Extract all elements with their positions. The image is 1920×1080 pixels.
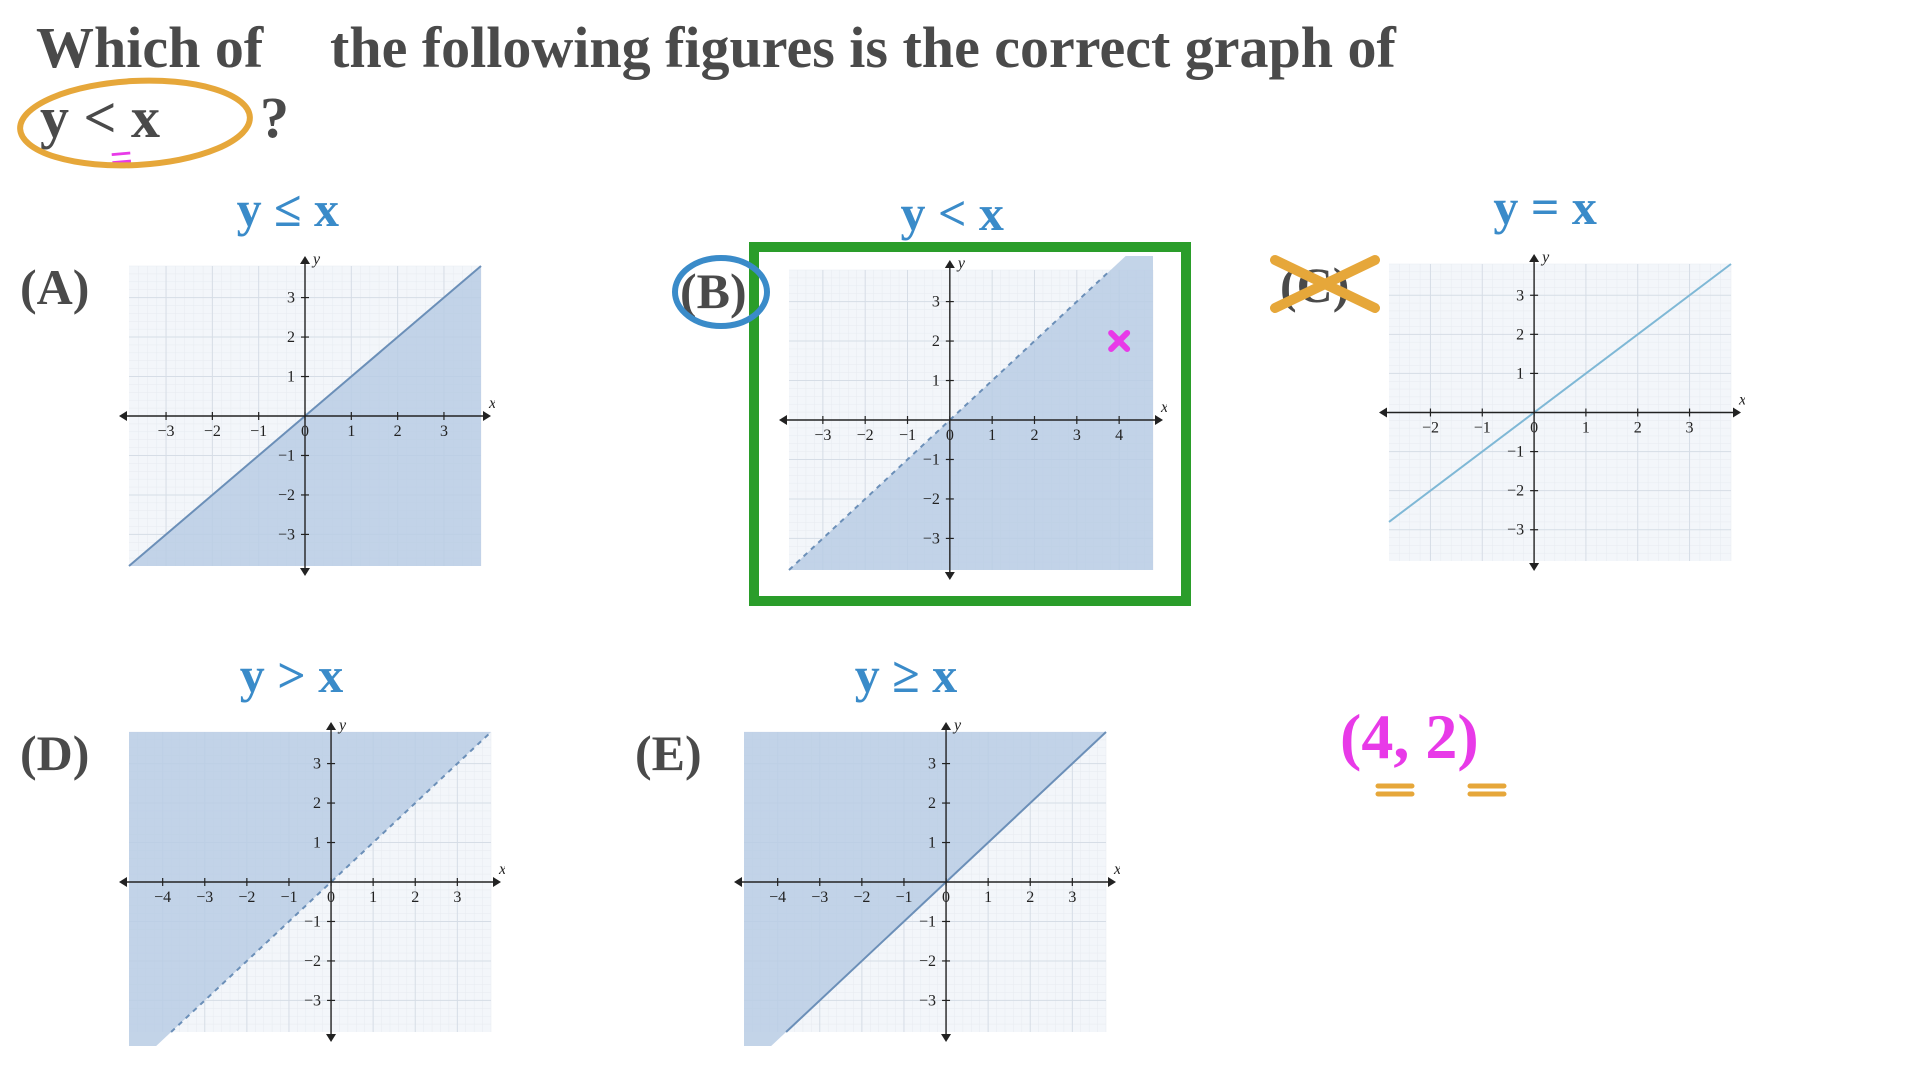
- svg-text:y: y: [952, 718, 962, 734]
- svg-text:−1: −1: [280, 889, 297, 906]
- svg-text:−3: −3: [278, 526, 295, 543]
- svg-text:−3: −3: [196, 889, 213, 906]
- svg-text:2: 2: [394, 423, 402, 440]
- svg-text:−4: −4: [769, 889, 786, 906]
- answer-box: [749, 242, 1191, 606]
- svg-text:1: 1: [928, 835, 936, 852]
- svg-text:2: 2: [411, 889, 419, 906]
- svg-text:−1: −1: [250, 423, 267, 440]
- annotation-B: y < x: [900, 184, 1004, 242]
- svg-text:−1: −1: [278, 447, 295, 464]
- svg-text:−2: −2: [853, 889, 870, 906]
- svg-text:1: 1: [313, 835, 321, 852]
- svg-text:0: 0: [942, 889, 950, 906]
- svg-text:−1: −1: [895, 889, 912, 906]
- svg-text:−3: −3: [304, 992, 321, 1009]
- svg-text:3: 3: [440, 423, 448, 440]
- svg-text:−1: −1: [1474, 420, 1491, 437]
- svg-text:2: 2: [1634, 420, 1642, 437]
- question-line1b: the following figures is the correct gra…: [330, 14, 1396, 81]
- svg-text:x: x: [1738, 392, 1745, 409]
- svg-text:0: 0: [327, 889, 335, 906]
- svg-text:−2: −2: [304, 953, 321, 970]
- annotation-E: y ≥ x: [855, 646, 957, 704]
- svg-text:3: 3: [928, 756, 936, 773]
- svg-text:1: 1: [1582, 420, 1590, 437]
- svg-text:3: 3: [453, 889, 461, 906]
- svg-text:−1: −1: [1507, 444, 1524, 461]
- svg-text:1: 1: [347, 423, 355, 440]
- svg-text:−2: −2: [1507, 483, 1524, 500]
- svg-text:y: y: [1540, 250, 1550, 266]
- graph-A: −3 −2 −1 0 1 2 3 −3 −2 −1 1 2 3 x y: [115, 252, 495, 580]
- svg-text:2: 2: [287, 329, 295, 346]
- svg-text:y: y: [311, 252, 321, 268]
- svg-text:1: 1: [369, 889, 377, 906]
- svg-text:1: 1: [287, 369, 295, 386]
- svg-text:−2: −2: [238, 889, 255, 906]
- svg-text:0: 0: [1530, 420, 1538, 437]
- svg-text:−1: −1: [304, 913, 321, 930]
- option-label-A: (A): [20, 258, 89, 316]
- svg-text:−4: −4: [154, 889, 171, 906]
- svg-text:3: 3: [313, 756, 321, 773]
- svg-text:−3: −3: [158, 423, 175, 440]
- svg-text:−3: −3: [811, 889, 828, 906]
- answer-label-circle: [663, 248, 783, 338]
- svg-text:−3: −3: [919, 992, 936, 1009]
- point-note-underlines: [1340, 700, 1600, 810]
- svg-text:−2: −2: [1422, 420, 1439, 437]
- svg-text:−1: −1: [919, 913, 936, 930]
- svg-text:1: 1: [1516, 365, 1524, 382]
- svg-text:3: 3: [1686, 420, 1694, 437]
- svg-text:−2: −2: [278, 487, 295, 504]
- svg-text:x: x: [488, 395, 495, 412]
- svg-text:3: 3: [1516, 287, 1524, 304]
- annotation-C: y = x: [1493, 178, 1597, 236]
- svg-text:2: 2: [1026, 889, 1034, 906]
- graph-D: −4 −3 −2 −1 0 1 2 3 −3 −2 −1 1 2 3 x y: [115, 718, 505, 1046]
- option-label-D: (D): [20, 724, 89, 782]
- svg-text:2: 2: [1516, 326, 1524, 343]
- graph-E: −4 −3 −2 −1 0 1 2 3 −3 −2 −1 1 2 3 x y: [730, 718, 1120, 1046]
- svg-text:−2: −2: [204, 423, 221, 440]
- svg-text:3: 3: [287, 290, 295, 307]
- annotation-D: y > x: [240, 646, 344, 704]
- svg-text:−3: −3: [1507, 522, 1524, 539]
- circle-annotation: [10, 68, 270, 178]
- svg-text:−2: −2: [919, 953, 936, 970]
- svg-text:0: 0: [301, 423, 309, 440]
- option-label-E: (E): [635, 724, 702, 782]
- svg-text:1: 1: [984, 889, 992, 906]
- svg-text:2: 2: [928, 795, 936, 812]
- crossed-out-label: [1260, 242, 1400, 332]
- annotation-A: y ≤ x: [237, 180, 339, 238]
- svg-text:x: x: [498, 861, 505, 878]
- graph-C: −2 −1 0 1 2 3 −3 −2 −1 1 2 3 x y: [1375, 250, 1745, 575]
- svg-text:y: y: [337, 718, 347, 734]
- svg-text:2: 2: [313, 795, 321, 812]
- svg-text:3: 3: [1068, 889, 1076, 906]
- svg-text:x: x: [1113, 861, 1120, 878]
